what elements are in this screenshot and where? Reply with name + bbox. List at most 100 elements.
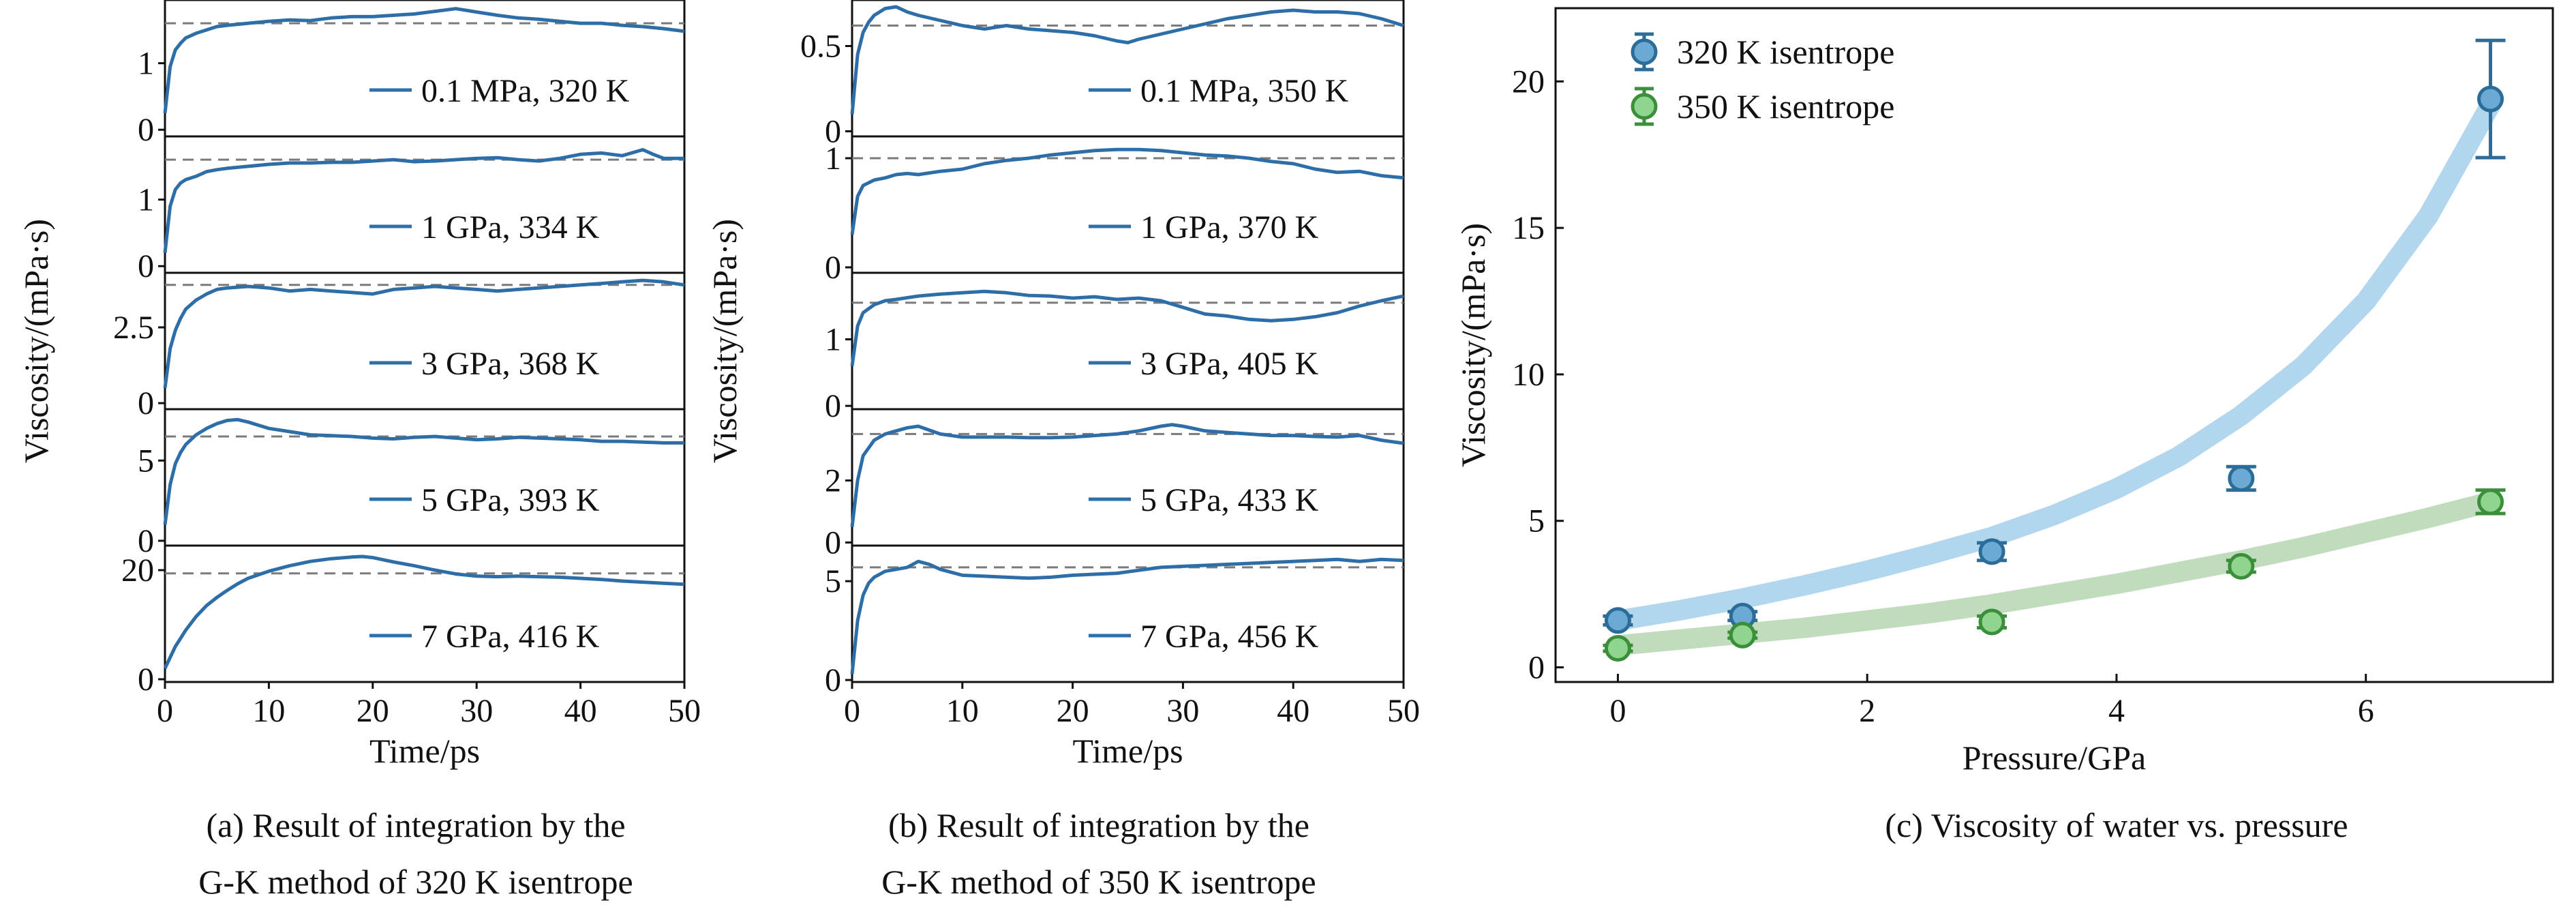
y-tick-label: 0 <box>138 112 154 148</box>
y-tick-label: 1 <box>138 46 154 82</box>
subplot-frame <box>851 135 1405 274</box>
y-tick-label: 1 <box>138 182 154 218</box>
y-tick-label: 0 <box>825 388 841 424</box>
y-tick-label: 1 <box>825 140 841 177</box>
integration-trace <box>163 148 684 253</box>
data-point <box>2477 488 2504 516</box>
subplot-0: 0 1 0.1 MPa, 320 K <box>138 0 686 148</box>
legend-marker <box>1631 38 1658 65</box>
y-tick-label: 0 <box>825 662 841 698</box>
caption-b-line1: (b) Result of integration by the <box>888 806 1309 844</box>
y-tick-label: 0 <box>825 250 841 286</box>
x-axis-label: Pressure/GPa <box>1963 739 2146 777</box>
x-tick-label: 10 <box>946 693 979 729</box>
caption-b-line2: G-K method of 350 K isentrope <box>881 863 1316 901</box>
subplot-label: 5 GPa, 393 K <box>421 482 600 518</box>
x-tick-label: 40 <box>1277 693 1309 729</box>
y-tick-label: 2.5 <box>113 310 154 346</box>
subplot-1: 0 1 1 GPa, 370 K <box>825 135 1405 286</box>
y-tick-label: 0 <box>138 662 154 698</box>
legend-marker <box>1631 93 1658 120</box>
plot-frame <box>1554 7 2554 683</box>
y-tick-label: 0 <box>825 114 841 150</box>
y-tick-label: 15 <box>1512 210 1545 246</box>
integration-trace <box>163 417 684 525</box>
x-axis-label: Time/ps <box>369 732 480 770</box>
integration-trace <box>163 278 685 389</box>
y-axis-label: Viscosity/(mPa·s) <box>706 219 744 463</box>
integration-trace <box>850 557 1404 674</box>
y-tick-label: 0 <box>138 523 154 559</box>
subplot-label: 1 GPa, 370 K <box>1140 209 1319 246</box>
x-tick-label: 6 <box>2358 693 2374 729</box>
integration-trace <box>850 147 1404 235</box>
data-point <box>1729 621 1756 649</box>
subplot-label: 1 GPa, 334 K <box>421 209 600 246</box>
caption-a-line2: G-K method of 320 K isentrope <box>198 863 633 901</box>
data-point <box>2477 85 2504 113</box>
x-tick-label: 0 <box>844 693 860 729</box>
x-tick-label: 2 <box>1859 693 1875 729</box>
subplot-0: 0 0.5 0.1 MPa, 350 K <box>800 0 1405 150</box>
subplot-4: 0 5 7 GPa, 456 K <box>825 544 1405 698</box>
fit-curve-1 <box>1607 491 2501 656</box>
y-tick-label: 0 <box>825 524 841 561</box>
subplot-1: 0 1 1 GPa, 334 K <box>138 135 686 284</box>
subplot-label: 3 GPa, 368 K <box>421 346 600 382</box>
x-tick-label: 50 <box>668 693 701 729</box>
y-tick-label: 5 <box>138 443 154 479</box>
y-tick-label: 5 <box>825 563 841 599</box>
subplot-3: 0 2 5 GPa, 433 K <box>825 408 1405 561</box>
y-tick-label: 0 <box>138 385 154 421</box>
data-point <box>1604 607 1631 634</box>
x-tick-label: 20 <box>357 693 389 729</box>
y-tick-label: 20 <box>1512 63 1545 100</box>
integration-trace <box>850 289 1404 366</box>
subplot-label: 3 GPa, 405 K <box>1140 346 1319 382</box>
y-tick-label: 0.5 <box>800 29 841 65</box>
legend-label: 350 K isentrope <box>1677 87 1894 125</box>
subplot-frame <box>164 0 686 138</box>
subplot-2: 0 2.5 3 GPa, 368 K <box>113 271 686 421</box>
subplot-frame <box>851 544 1405 683</box>
x-tick-label: 40 <box>564 693 597 729</box>
caption-c: (c) Viscosity of water vs. pressure <box>1885 806 2348 844</box>
subplot-label: 5 GPa, 433 K <box>1140 482 1319 518</box>
x-tick-label: 10 <box>252 693 285 729</box>
y-axis-label: Viscosity/(mPa·s) <box>1454 223 1492 467</box>
panel-c-viscosity-vs-pressure: 0 2 4 6 0 5 10 15 20 Pressure/GPa Viscosity/(mPa·s… <box>1454 7 2554 777</box>
subplot-frame <box>164 544 686 683</box>
legend-label: 320 K isentrope <box>1677 33 1894 71</box>
x-tick-label: 0 <box>1609 693 1626 729</box>
y-tick-label: 1 <box>825 322 841 358</box>
subplot-2: 0 1 3 GPa, 405 K <box>825 271 1405 424</box>
data-point <box>2228 552 2255 580</box>
subplot-frame <box>164 271 686 411</box>
subplot-label: 7 GPa, 416 K <box>421 619 600 655</box>
x-tick-label: 4 <box>2108 693 2125 729</box>
y-axis-label: Viscosity/(mPa·s) <box>17 219 55 463</box>
x-tick-label: 30 <box>1166 693 1199 729</box>
y-tick-label: 20 <box>121 552 154 589</box>
integration-trace <box>163 554 685 670</box>
x-axis-label: Time/ps <box>1072 732 1183 770</box>
data-point <box>2228 464 2255 492</box>
x-tick-label: 0 <box>157 693 173 729</box>
y-tick-label: 0 <box>1528 650 1545 686</box>
y-tick-label: 0 <box>138 248 154 284</box>
y-tick-label: 2 <box>825 463 841 499</box>
caption-a-line1: (a) Result of integration by the <box>206 806 625 844</box>
subplot-3: 0 5 5 GPa, 393 K <box>138 408 686 559</box>
subplot-frame <box>164 135 686 274</box>
integration-trace <box>850 423 1404 527</box>
fit-curve-0 <box>1607 94 2501 631</box>
subplot-4: 0 20 7 GPa, 416 K <box>121 544 686 698</box>
data-point <box>1604 635 1631 662</box>
data-point <box>1978 538 2005 565</box>
subplot-label: 7 GPa, 456 K <box>1140 619 1319 655</box>
y-tick-label: 10 <box>1512 357 1545 393</box>
panel-a-gk-integration-320k: 0 1 0.1 MPa, 320 K 0 1 1 GPa, 334 K 0 2.5 3 GPa,… <box>17 0 701 770</box>
y-tick-label: 5 <box>1528 503 1545 539</box>
